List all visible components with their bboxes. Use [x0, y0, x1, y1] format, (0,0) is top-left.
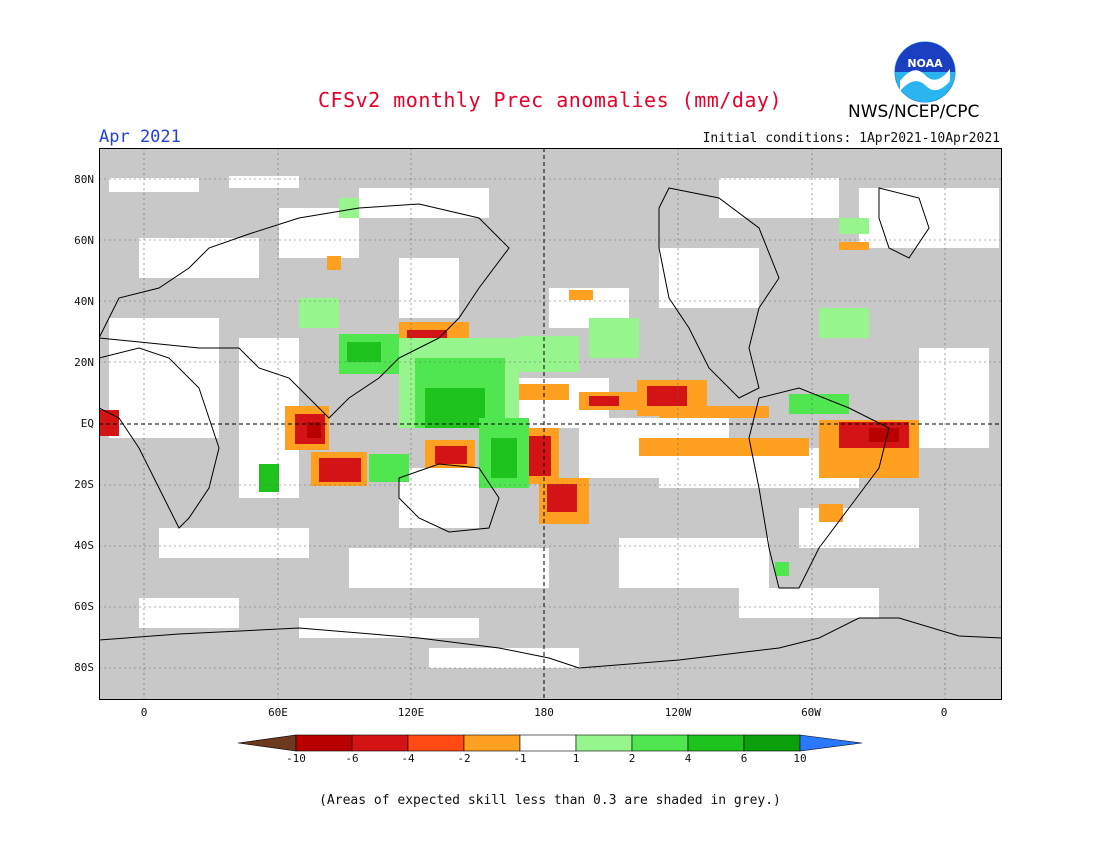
coastlines — [99, 187, 1002, 669]
colorbar-label: -10 — [286, 752, 306, 765]
lat-label-60s: 60S — [74, 600, 94, 613]
initial-conditions: Initial conditions: 1Apr2021-10Apr2021 — [702, 131, 1000, 146]
colorbar-label: -1 — [513, 752, 527, 765]
agency-label: NWS/NCEP/CPC — [848, 102, 980, 122]
forecast-month: Apr 2021 — [99, 127, 181, 147]
precip-anomaly-map — [99, 148, 1002, 700]
colorbar-cell — [463, 734, 521, 752]
lat-label-40n: 40N — [74, 295, 94, 308]
lon-label-120e: 120E — [397, 706, 425, 719]
lat-label-eq: EQ — [80, 417, 94, 430]
lon-label-0-west: 0 — [140, 706, 148, 719]
map-title: CFSv2 monthly Prec anomalies (mm/day) — [317, 88, 783, 112]
colorbar-label: -2 — [457, 752, 471, 765]
skill-footnote: (Areas of expected skill less than 0.3 a… — [319, 793, 781, 808]
colorbar-label: 10 — [793, 752, 807, 765]
noaa-logo: NOAA — [894, 41, 956, 103]
noaa-logo-text: NOAA — [907, 57, 943, 70]
lon-label-60e: 60E — [268, 706, 288, 719]
lon-label-60w: 60W — [801, 706, 821, 719]
lat-label-60n: 60N — [74, 234, 94, 247]
colorbar-cell — [631, 734, 689, 752]
colorbar-label: -6 — [345, 752, 359, 765]
lon-label-180: 180 — [534, 706, 554, 719]
lat-label-20s: 20S — [74, 478, 94, 491]
colorbar-cell — [238, 734, 297, 752]
colorbar-cell — [295, 734, 353, 752]
equator-dateline — [99, 148, 1002, 700]
colorbar-cell — [519, 734, 577, 752]
colorbar — [238, 734, 862, 752]
colorbar-cell — [799, 734, 862, 752]
colorbar-label: -4 — [401, 752, 415, 765]
colorbar-cell — [407, 734, 465, 752]
colorbar-cell — [351, 734, 409, 752]
lat-label-80s: 80S — [74, 661, 94, 674]
colorbar-label: 1 — [572, 752, 580, 765]
colorbar-label: 6 — [740, 752, 748, 765]
lat-label-20n: 20N — [74, 356, 94, 369]
colorbar-cell — [575, 734, 633, 752]
lon-label-120w: 120W — [664, 706, 692, 719]
wet-anomalies — [259, 198, 869, 576]
colorbar-label: 2 — [628, 752, 636, 765]
lat-label-80n: 80N — [74, 173, 94, 186]
lat-label-40s: 40S — [74, 539, 94, 552]
colorbar-label: 4 — [684, 752, 692, 765]
lon-label-0-east: 0 — [940, 706, 948, 719]
colorbar-cell — [743, 734, 801, 752]
colorbar-cell — [687, 734, 745, 752]
